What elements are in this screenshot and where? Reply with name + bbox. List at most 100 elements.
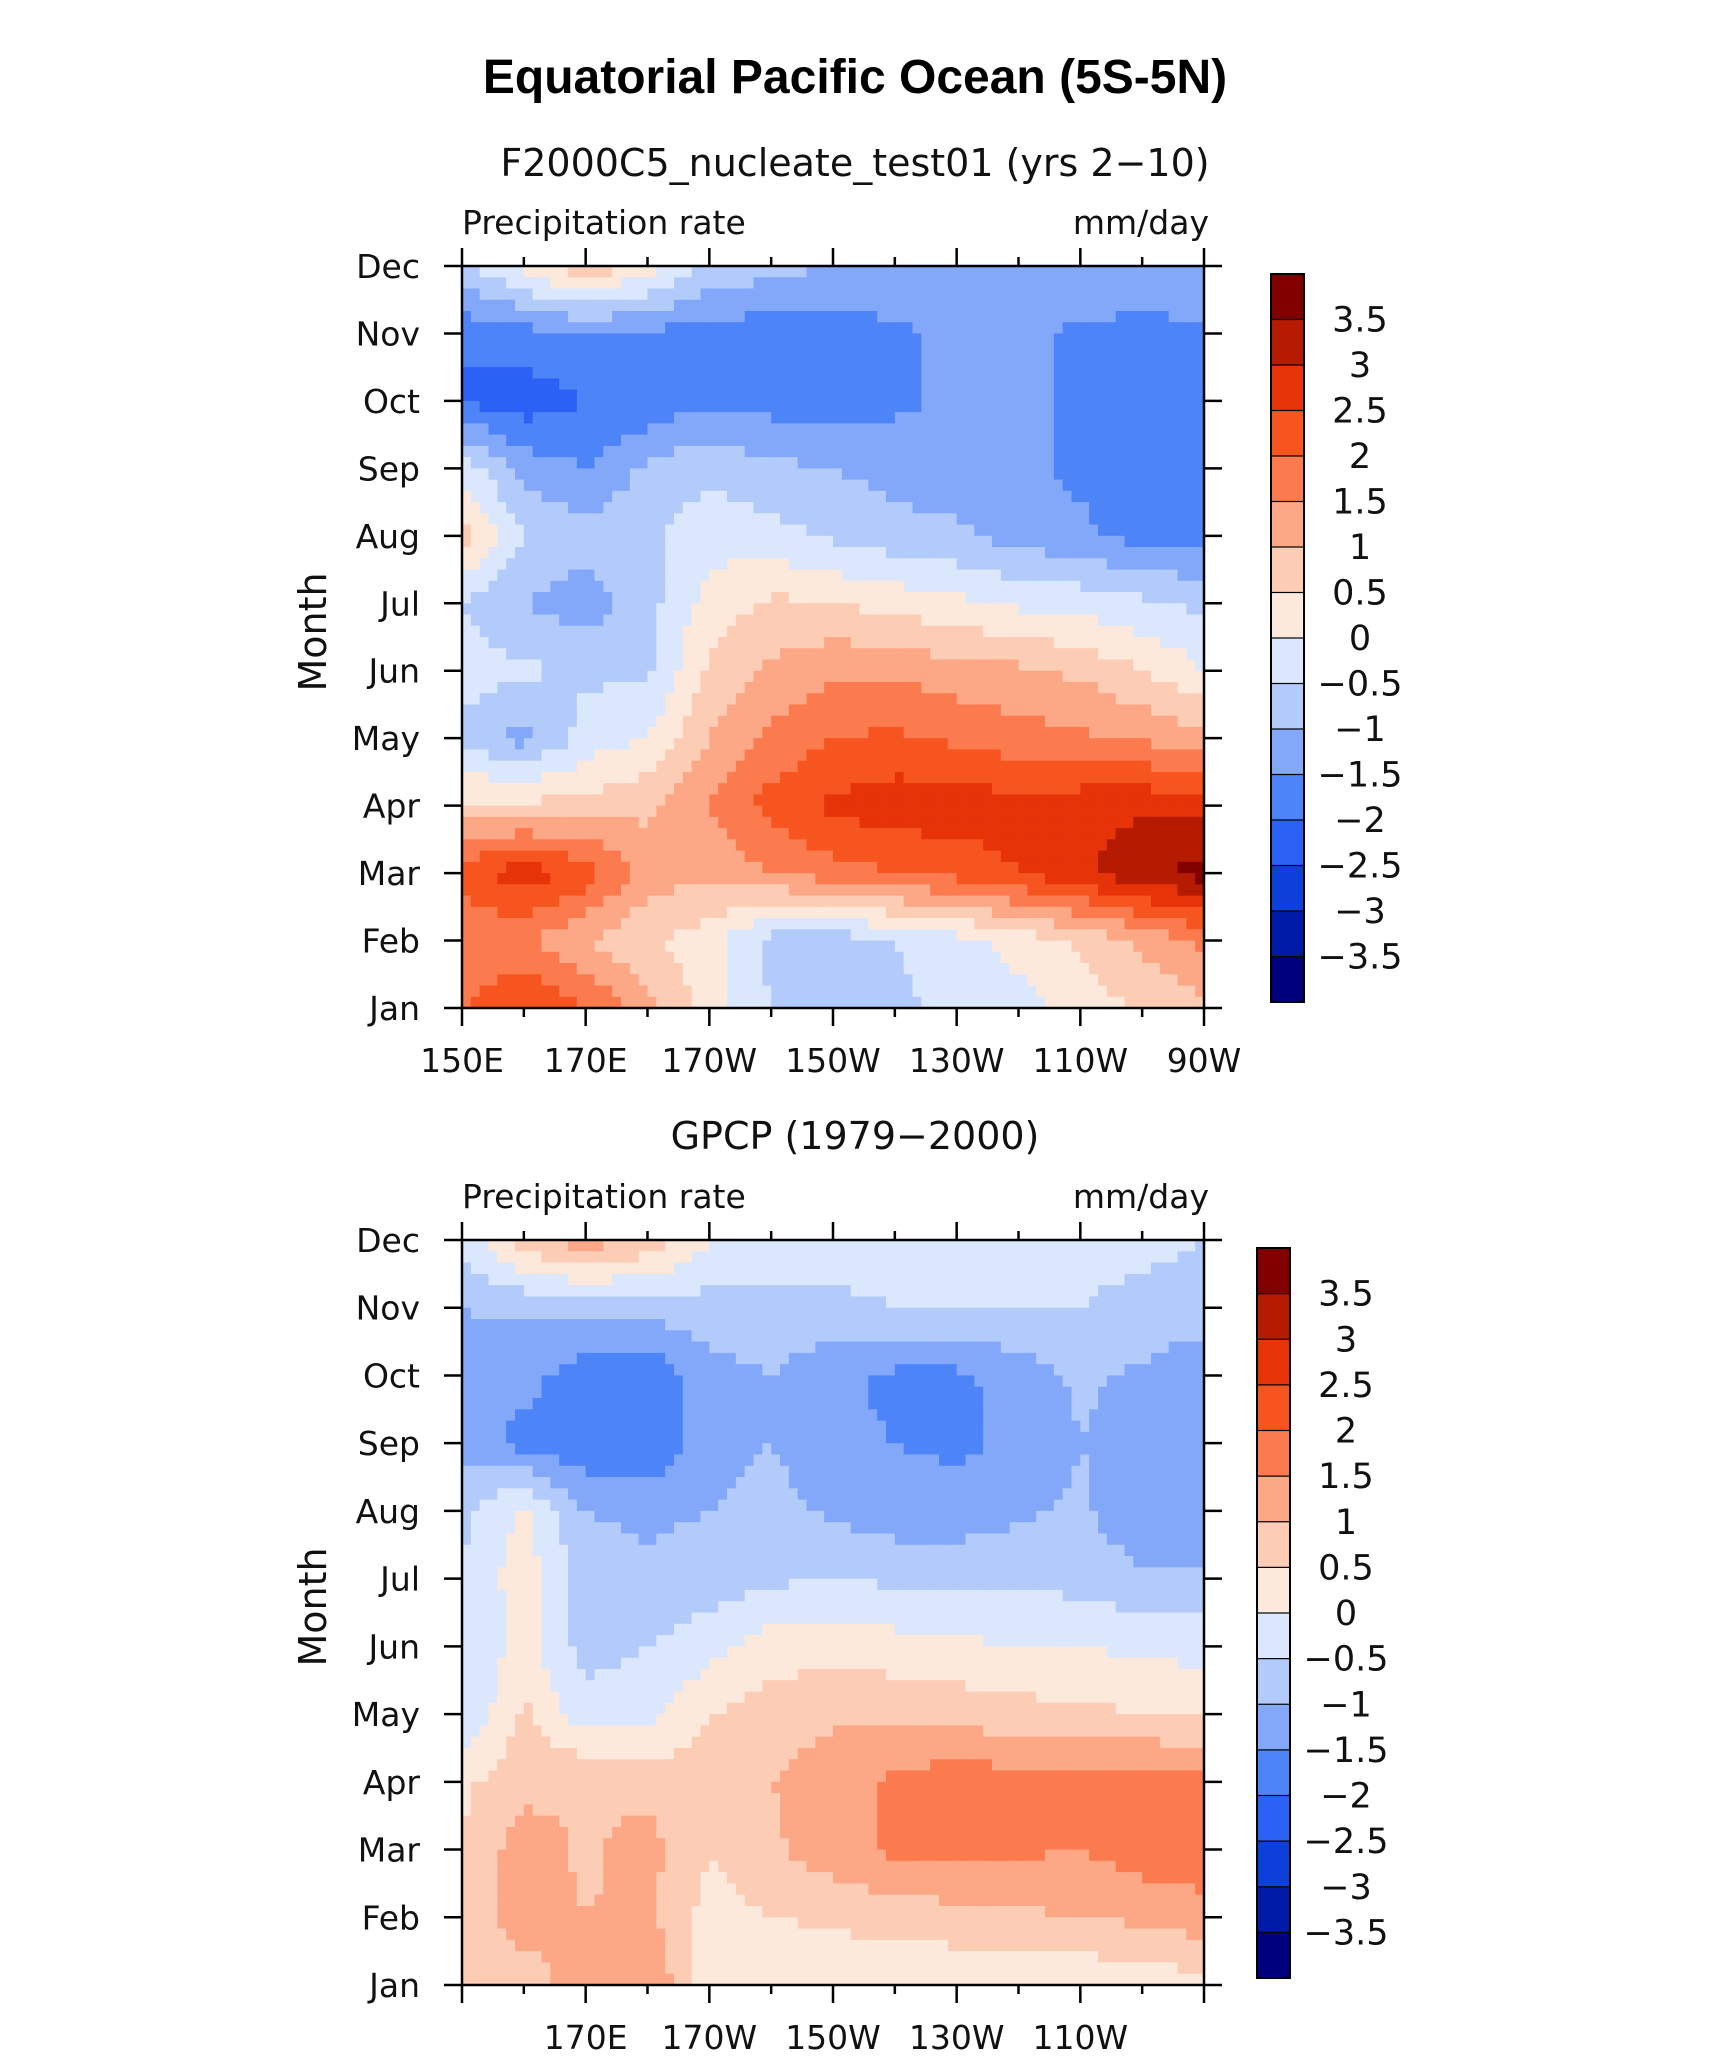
contour-cell (674, 558, 684, 571)
contour-cell (1009, 310, 1020, 323)
contour-cell (576, 423, 587, 436)
contour-cell (1000, 310, 1011, 323)
contour-cell (735, 344, 746, 357)
contour-cell (762, 816, 772, 829)
contour-cell (523, 513, 534, 526)
contour-cell (541, 760, 551, 773)
contour-cell (532, 637, 543, 649)
contour-cell (1195, 378, 1204, 391)
contour-cell (780, 535, 790, 548)
contour-cell (992, 614, 1002, 627)
contour-cell (727, 850, 737, 863)
contour-cell (1045, 322, 1055, 335)
contour-cell (1000, 400, 1011, 413)
contour-cell (470, 434, 481, 447)
contour-cell (1018, 681, 1028, 694)
contour-cell (488, 592, 498, 604)
contour-cell (656, 490, 666, 503)
contour-cell (656, 513, 666, 526)
contour-cell (868, 884, 878, 897)
contour-cell (647, 457, 657, 469)
contour-cell (1053, 726, 1064, 739)
contour-cell (965, 771, 975, 784)
contour-cell (992, 873, 1002, 885)
contour-cell (568, 693, 578, 706)
contour-cell (532, 659, 543, 672)
contour-cell (709, 299, 719, 312)
contour-cell (718, 614, 728, 627)
contour-cell (1062, 693, 1073, 706)
contour-cell (709, 715, 719, 728)
contour-cell (841, 344, 852, 357)
contour-cell (515, 681, 525, 694)
contour-cell (815, 794, 825, 807)
contour-cell (974, 794, 984, 807)
contour-cell (956, 670, 967, 683)
contour-cell (797, 670, 808, 683)
contour-cell (568, 794, 578, 807)
contour-cell (576, 592, 587, 604)
contour-cell (788, 760, 799, 773)
contour-cell (965, 918, 975, 930)
contour-cell (939, 389, 949, 402)
contour-cell (939, 310, 949, 323)
contour-cell (1186, 603, 1196, 616)
contour-cell (859, 828, 869, 840)
contour-cell (470, 715, 481, 728)
contour-cell (1080, 400, 1090, 413)
contour-cell (612, 266, 622, 278)
contour-cell (753, 816, 763, 829)
contour-cell (886, 468, 896, 481)
contour-cell (1080, 547, 1090, 559)
contour-cell (1133, 681, 1143, 694)
contour-cell (621, 266, 631, 278)
contour-cell (1159, 322, 1170, 335)
contour-cell (815, 434, 825, 447)
contour-cell (550, 783, 560, 795)
contour-cell (576, 400, 587, 413)
contour-cell (523, 457, 534, 469)
contour-cell (744, 816, 755, 829)
contour-cell (930, 266, 940, 278)
contour-cell (1195, 884, 1204, 897)
contour-cell (992, 659, 1002, 672)
contour-cell (753, 839, 763, 852)
contour-cell (727, 693, 737, 706)
contour-cell (629, 524, 640, 537)
contour-cell (568, 535, 578, 548)
contour-cell (1195, 400, 1204, 413)
contour-cell (1000, 524, 1011, 537)
contour-cell (638, 670, 649, 683)
contour-cell (744, 918, 755, 930)
contour-cell (735, 861, 746, 874)
contour-cell (647, 389, 657, 402)
contour-cell (1168, 693, 1179, 706)
contour-cell (762, 434, 772, 447)
contour-cell (585, 468, 596, 481)
contour-cell (841, 547, 852, 559)
contour-cell (541, 558, 551, 571)
contour-cell (1133, 378, 1143, 391)
contour-cell (780, 502, 790, 514)
contour-cell (815, 839, 825, 852)
contour-cell (859, 322, 869, 335)
contour-cell (947, 457, 958, 469)
contour-cell (1115, 670, 1126, 683)
contour-cell (1089, 445, 1099, 458)
contour-cell (665, 906, 675, 919)
contour-cell (1000, 861, 1011, 874)
contour-cell (629, 816, 640, 829)
contour-cell (515, 355, 525, 368)
contour-cell (603, 805, 613, 818)
contour-cell (947, 344, 958, 357)
contour-cell (462, 569, 472, 582)
contour-cell (788, 333, 799, 346)
contour-cell (753, 760, 763, 773)
contour-cell (859, 569, 869, 582)
contour-cell (1177, 457, 1187, 469)
contour-cell (1080, 704, 1090, 717)
contour-cell (762, 839, 772, 852)
contour-cell (629, 670, 640, 683)
contour-cell (585, 479, 596, 492)
contour-cell (1009, 277, 1020, 290)
